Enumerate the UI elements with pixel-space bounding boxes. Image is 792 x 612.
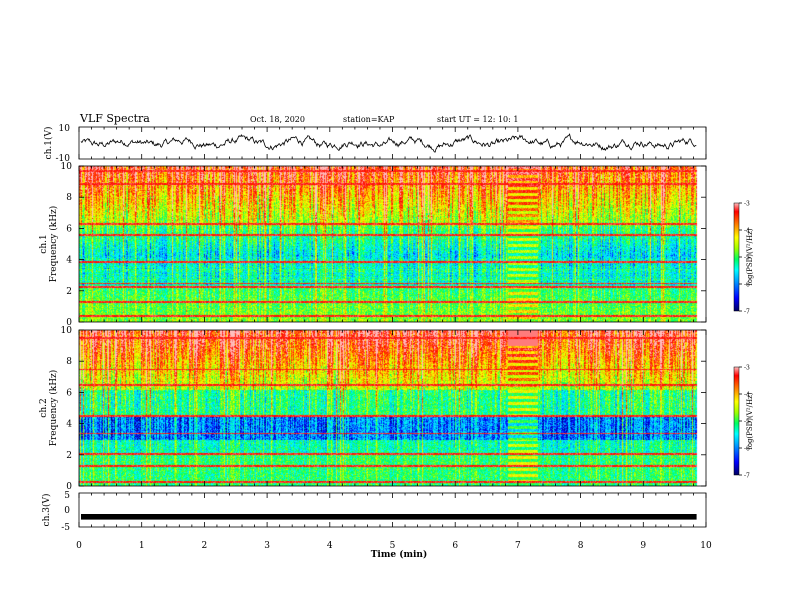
ch2-colorbar [733,366,740,476]
x-axis-ticks [78,127,707,527]
x-tick-label: 10 [700,541,712,551]
x-tick-label: 1 [139,541,145,551]
figure-title: VLF Spectra [79,112,150,125]
ch3-ylabel: ch.3(V) [41,494,52,527]
x-tick-label: 4 [327,541,333,551]
ch2-spec-ylabel-frequency: Frequency (kHz) [48,370,59,447]
ch1-trace [80,133,697,153]
colorbar-tick-label: -5 [744,255,750,262]
ch3-ytick-bottom: -5 [61,523,70,533]
y-tick-label: 10 [61,326,73,336]
x-tick-label: 5 [390,541,396,551]
ch1-spectrogram [79,166,706,322]
ch1-spec-ylabel-channel: ch.1 [39,234,49,253]
ch3-ytick-top: 5 [64,491,70,501]
y-tick-label: 8 [66,357,72,367]
ch1-ylabel: ch.1(V) [43,127,54,160]
y-tick-label: 10 [61,162,73,172]
x-tick-label: 7 [515,541,521,551]
start-time-label: start UT = 12: 10: 1 [437,115,518,124]
ch2-spec-ylabel-channel: ch.2 [39,398,49,417]
ch1-ytick-top: 10 [59,124,71,134]
y-tick-label: 4 [66,256,72,266]
ch3-trace [81,514,697,520]
x-tick-label: 9 [640,541,646,551]
y-tick-label: 6 [66,388,72,398]
ch1-trace-line [80,133,697,153]
ch1-spec-ylabel-frequency: Frequency (kHz) [48,206,59,283]
ch2-spectrogram [79,330,706,486]
x-tick-label: 6 [452,541,458,551]
colorbar-tick-label: -4 [744,228,750,235]
colorbar-tick-label: -7 [744,473,750,480]
colorbar-tick-label: -3 [744,365,750,372]
ch1-colorbar-label: log(PSD)(V²/Hz) [746,228,754,285]
ch3-frame [78,492,707,528]
x-tick-label: 0 [76,541,82,551]
y-tick-label: 6 [66,224,72,234]
colorbar-tick-label: -6 [744,282,750,289]
y-tick-label: 8 [66,193,72,203]
colorbar-tick-label: -3 [744,201,750,208]
ch3-panel: 5 0 -5 ch.3(V) [41,491,707,533]
ch2-colorbar-label: log(PSD)(V²/Hz) [746,392,754,449]
x-tick-label: 8 [578,541,584,551]
x-tick-label: 3 [264,541,270,551]
colorbar-tick-label: -6 [744,446,750,453]
x-axis-label: Time (min) [371,549,428,560]
x-axis-tick-labels: 0 1 2 3 4 5 6 7 8 9 10 [76,541,712,551]
y-tick-label: 4 [66,420,72,430]
y-tick-label: 0 [66,318,72,328]
ch3-ytick-mid: 0 [64,506,70,516]
ch3-trace-line [81,514,697,520]
colorbar-tick-label: -7 [744,309,750,316]
x-tick-label: 2 [202,541,208,551]
y-tick-label: 0 [66,482,72,492]
ch1-panel: 10 -10 ch.1(V) [43,124,707,164]
date-label: Oct. 18, 2020 [250,115,305,124]
colorbar-tick-label: -5 [744,419,750,426]
station-label: station=KAP [343,115,395,124]
y-tick-label: 2 [66,451,72,461]
y-tick-label: 2 [66,287,72,297]
colorbar-tick-label: -4 [744,392,750,399]
ch1-colorbar [733,202,740,312]
ch1-ytick-bottom: -10 [56,154,71,164]
